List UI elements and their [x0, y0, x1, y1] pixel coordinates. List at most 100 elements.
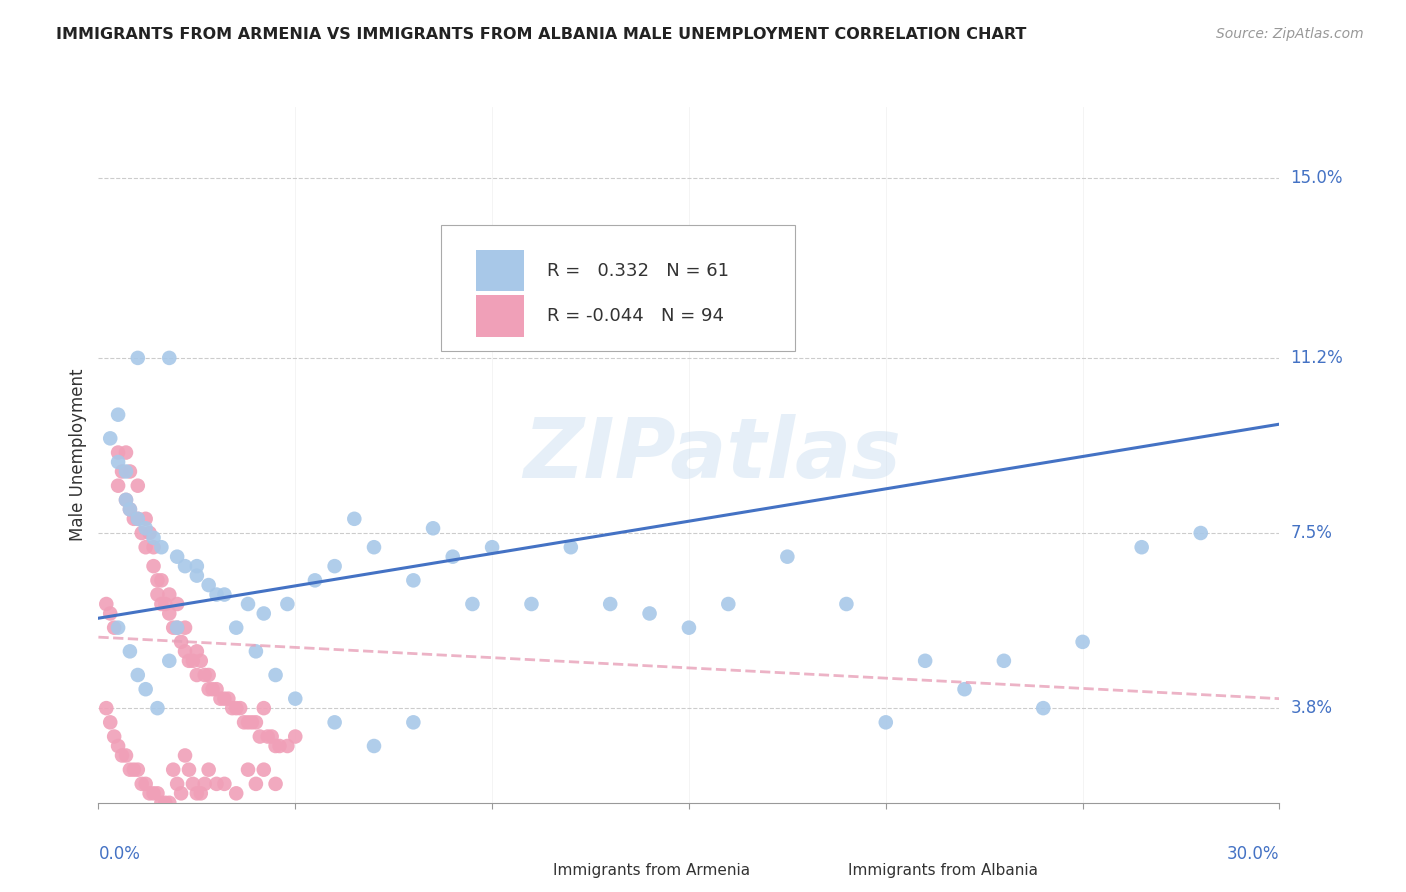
- Point: [162, 621, 184, 635]
- Point: [599, 597, 621, 611]
- Point: [269, 739, 291, 753]
- Point: [135, 540, 157, 554]
- Point: [264, 777, 287, 791]
- Point: [146, 786, 169, 800]
- Point: [253, 607, 276, 621]
- Point: [402, 715, 425, 730]
- Point: [221, 701, 243, 715]
- Bar: [488, 858, 536, 883]
- Point: [190, 786, 212, 800]
- Point: [118, 763, 141, 777]
- Point: [174, 748, 197, 763]
- Y-axis label: Male Unemployment: Male Unemployment: [69, 368, 87, 541]
- Point: [174, 621, 197, 635]
- Point: [122, 512, 145, 526]
- Point: [225, 701, 247, 715]
- Text: IMMIGRANTS FROM ARMENIA VS IMMIGRANTS FROM ALBANIA MALE UNEMPLOYMENT CORRELATION: IMMIGRANTS FROM ARMENIA VS IMMIGRANTS FR…: [56, 27, 1026, 42]
- Point: [115, 492, 138, 507]
- Point: [122, 763, 145, 777]
- Point: [118, 644, 141, 658]
- Point: [142, 531, 165, 545]
- Point: [166, 621, 188, 635]
- Point: [111, 748, 134, 763]
- Point: [127, 512, 149, 526]
- Point: [276, 597, 298, 611]
- Point: [260, 730, 283, 744]
- Point: [1130, 540, 1153, 554]
- Point: [205, 682, 228, 697]
- Point: [155, 796, 177, 810]
- Point: [157, 607, 180, 621]
- Point: [993, 654, 1015, 668]
- Point: [135, 682, 157, 697]
- Point: [875, 715, 897, 730]
- Point: [236, 715, 259, 730]
- Point: [98, 431, 121, 445]
- Point: [343, 512, 366, 526]
- Point: [181, 654, 204, 668]
- Point: [103, 621, 125, 635]
- Point: [717, 597, 740, 611]
- Point: [118, 465, 141, 479]
- Point: [197, 668, 219, 682]
- Point: [253, 701, 276, 715]
- Point: [253, 763, 276, 777]
- Point: [225, 621, 247, 635]
- Point: [197, 682, 219, 697]
- Point: [96, 597, 118, 611]
- Point: [441, 549, 464, 564]
- Point: [103, 730, 125, 744]
- Point: [107, 445, 129, 459]
- Point: [127, 512, 149, 526]
- Point: [135, 512, 157, 526]
- Point: [107, 478, 129, 492]
- Point: [150, 597, 173, 611]
- Point: [177, 763, 200, 777]
- Point: [155, 597, 177, 611]
- Point: [115, 492, 138, 507]
- Point: [135, 521, 157, 535]
- Point: [98, 715, 121, 730]
- Text: R = -0.044   N = 94: R = -0.044 N = 94: [547, 307, 724, 325]
- Point: [166, 597, 188, 611]
- Point: [115, 465, 138, 479]
- Point: [323, 715, 346, 730]
- Point: [157, 588, 180, 602]
- Point: [190, 654, 212, 668]
- Point: [115, 445, 138, 459]
- Point: [914, 654, 936, 668]
- Point: [205, 777, 228, 791]
- Point: [560, 540, 582, 554]
- Point: [233, 715, 256, 730]
- Point: [678, 621, 700, 635]
- Point: [953, 682, 976, 697]
- Point: [1189, 526, 1212, 541]
- Point: [205, 588, 228, 602]
- Point: [422, 521, 444, 535]
- Point: [245, 777, 267, 791]
- Point: [127, 478, 149, 492]
- Point: [166, 777, 188, 791]
- Bar: [477, 250, 523, 292]
- Point: [284, 691, 307, 706]
- Point: [181, 777, 204, 791]
- Point: [229, 701, 252, 715]
- Text: Immigrants from Albania: Immigrants from Albania: [848, 863, 1039, 878]
- Point: [197, 763, 219, 777]
- Point: [174, 559, 197, 574]
- Point: [217, 691, 239, 706]
- Text: 15.0%: 15.0%: [1291, 169, 1343, 187]
- Point: [323, 559, 346, 574]
- Point: [146, 574, 169, 588]
- FancyBboxPatch shape: [441, 226, 796, 351]
- Point: [150, 796, 173, 810]
- Point: [402, 574, 425, 588]
- Point: [157, 796, 180, 810]
- Point: [186, 568, 208, 582]
- Point: [236, 763, 259, 777]
- Point: [157, 351, 180, 365]
- Point: [177, 654, 200, 668]
- Point: [170, 635, 193, 649]
- Point: [107, 455, 129, 469]
- Point: [201, 682, 224, 697]
